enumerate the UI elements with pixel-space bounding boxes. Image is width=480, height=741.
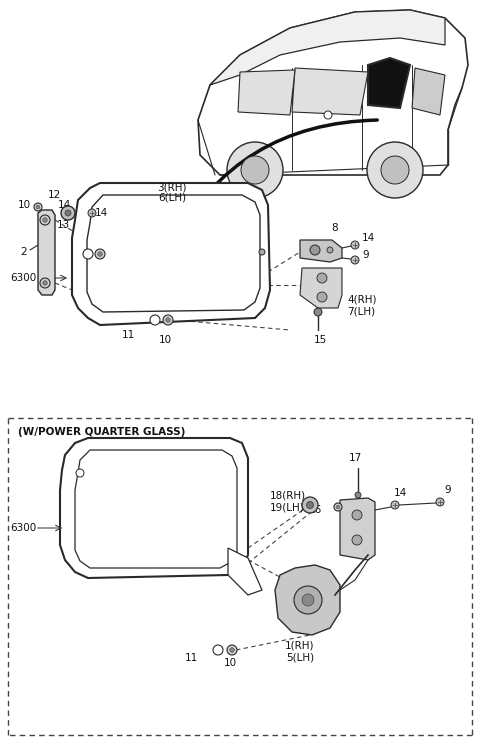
Circle shape (150, 315, 160, 325)
Text: 3(RH): 3(RH) (157, 183, 187, 193)
Polygon shape (300, 240, 342, 262)
Polygon shape (412, 68, 445, 115)
Text: 14: 14 (58, 200, 71, 210)
Circle shape (40, 278, 50, 288)
Text: 6(LH): 6(LH) (158, 193, 186, 203)
Circle shape (98, 252, 102, 256)
Text: 9: 9 (444, 485, 451, 495)
Circle shape (43, 218, 47, 222)
Circle shape (241, 156, 269, 184)
Polygon shape (38, 210, 55, 295)
Circle shape (213, 645, 223, 655)
Polygon shape (72, 183, 270, 325)
Text: 10: 10 (42, 263, 55, 273)
Circle shape (436, 498, 444, 506)
Circle shape (95, 249, 105, 259)
Circle shape (259, 249, 265, 255)
Circle shape (166, 318, 170, 322)
Circle shape (302, 594, 314, 606)
Polygon shape (87, 195, 260, 312)
Text: 6300: 6300 (10, 523, 36, 533)
Text: 10: 10 (223, 658, 237, 668)
Polygon shape (228, 548, 262, 595)
Circle shape (355, 492, 361, 498)
Circle shape (327, 247, 333, 253)
Circle shape (310, 245, 320, 255)
Polygon shape (210, 10, 445, 85)
Circle shape (88, 209, 96, 217)
Circle shape (163, 315, 173, 325)
Circle shape (336, 505, 340, 509)
Circle shape (302, 497, 318, 513)
Polygon shape (368, 58, 410, 108)
Circle shape (334, 503, 342, 511)
Text: 1(RH): 1(RH) (285, 640, 315, 650)
Circle shape (65, 210, 71, 216)
Circle shape (317, 292, 327, 302)
Polygon shape (60, 438, 248, 578)
Text: 19(LH): 19(LH) (270, 502, 305, 512)
Text: 14: 14 (394, 488, 407, 498)
Text: 4(RH): 4(RH) (347, 295, 376, 305)
Circle shape (317, 273, 327, 283)
Text: 14: 14 (95, 208, 108, 218)
Circle shape (307, 502, 313, 508)
Text: 14: 14 (362, 233, 375, 243)
Polygon shape (340, 498, 375, 560)
Text: 11: 11 (122, 330, 135, 340)
Circle shape (227, 142, 283, 198)
Text: 17: 17 (348, 453, 361, 463)
Text: 9: 9 (362, 250, 369, 260)
Text: 10: 10 (158, 335, 171, 345)
Text: 10: 10 (18, 200, 31, 210)
Polygon shape (292, 68, 368, 115)
Circle shape (314, 308, 322, 316)
Polygon shape (238, 70, 295, 115)
Circle shape (43, 281, 47, 285)
Circle shape (351, 256, 359, 264)
Text: 12: 12 (48, 190, 61, 200)
Polygon shape (87, 455, 228, 564)
Text: 7(LH): 7(LH) (347, 306, 375, 316)
Polygon shape (300, 268, 342, 308)
Circle shape (40, 215, 50, 225)
Circle shape (34, 203, 42, 211)
Text: 6300: 6300 (10, 273, 36, 283)
Circle shape (230, 648, 234, 652)
Circle shape (83, 249, 93, 259)
Polygon shape (275, 565, 340, 635)
Polygon shape (98, 202, 250, 305)
Text: 16: 16 (309, 505, 322, 515)
Circle shape (61, 206, 75, 220)
Circle shape (381, 156, 409, 184)
Text: 18(RH): 18(RH) (270, 490, 306, 500)
Text: 11: 11 (185, 653, 198, 663)
Text: 8: 8 (332, 223, 338, 233)
Circle shape (324, 111, 332, 119)
Text: (W/POWER QUARTER GLASS): (W/POWER QUARTER GLASS) (18, 427, 185, 437)
Circle shape (352, 535, 362, 545)
Text: 13: 13 (57, 220, 70, 230)
Circle shape (36, 205, 40, 209)
Text: 11: 11 (42, 251, 55, 261)
Circle shape (367, 142, 423, 198)
Text: 15: 15 (313, 335, 326, 345)
Circle shape (352, 510, 362, 520)
Polygon shape (198, 10, 468, 175)
Circle shape (351, 241, 359, 249)
Polygon shape (75, 450, 237, 568)
Circle shape (294, 586, 322, 614)
Circle shape (227, 645, 237, 655)
Circle shape (391, 501, 399, 509)
Text: 5(LH): 5(LH) (286, 652, 314, 662)
Text: 2: 2 (20, 247, 26, 257)
Circle shape (76, 469, 84, 477)
